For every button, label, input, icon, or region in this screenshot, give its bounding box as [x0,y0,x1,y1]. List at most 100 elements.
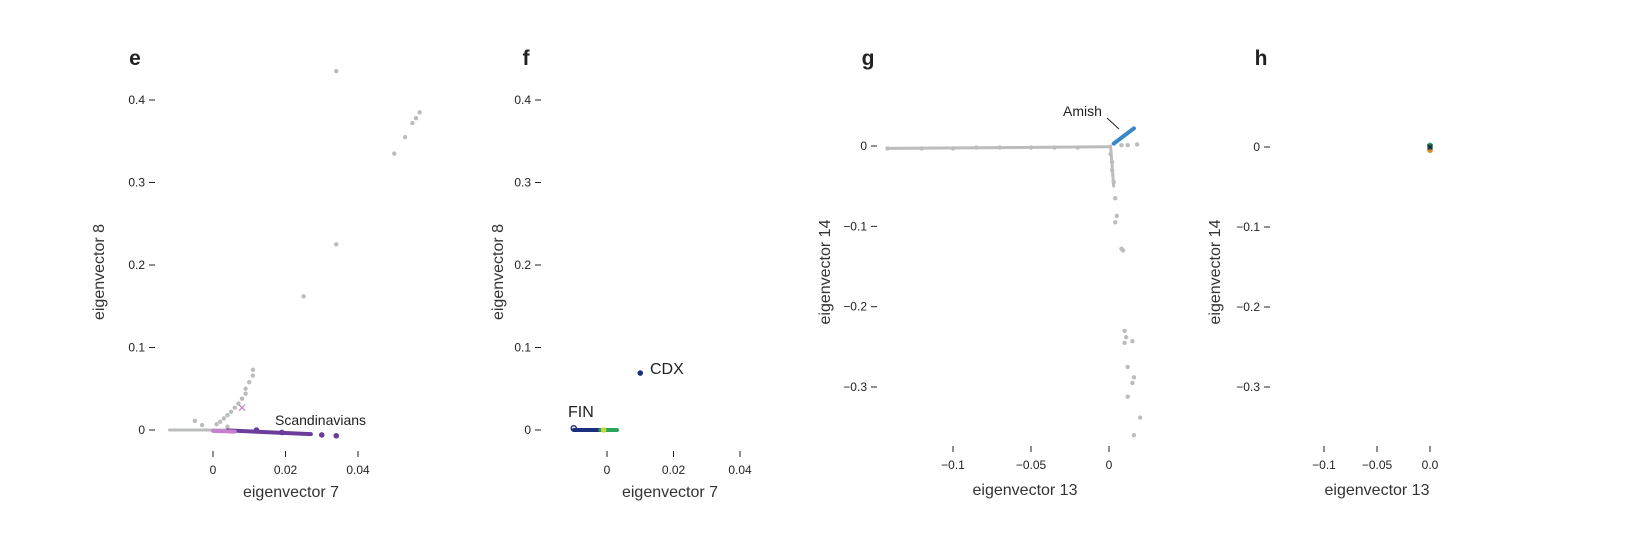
data-point [1130,380,1135,386]
y-tick-label: −0.1 [843,219,867,233]
x-axis-label: eigenvector 7 [243,484,339,501]
x-axis-label: eigenvector 7 [622,484,718,501]
y-tick-label: 0.1 [514,341,531,355]
y-tick-label: −0.3 [843,380,867,394]
data-point [974,145,979,150]
data-point [243,386,248,391]
data-point-cross [238,404,246,412]
data-point [1131,433,1137,438]
x-tick-label: 0 [1106,458,1113,472]
x-tick-label: 0.0 [1422,458,1439,472]
y-tick-label: 0.1 [128,341,145,355]
x-tick-label: −0.05 [1016,458,1047,472]
y-tick-label: −0.3 [1236,380,1260,394]
series-line [1111,126,1136,146]
x-tick-label: 0 [210,463,217,477]
y-tick-label: 0.2 [128,258,145,272]
y-tick-label: 0 [1253,140,1260,154]
data-point [192,418,198,424]
data-point [1131,375,1137,380]
data-point [243,391,248,396]
data-point [1119,142,1124,148]
series-line [211,428,237,434]
data-point [1138,415,1143,420]
data-point [253,427,260,433]
y-tick-label: −0.2 [843,300,867,314]
annotation-label: Scandinavians [275,412,366,428]
panel-letter: e [129,47,141,70]
data-point [1052,145,1057,150]
y-tick-label: 0.4 [514,93,531,107]
data-point [250,367,256,372]
data-point [1122,328,1127,333]
data-point [247,379,252,385]
cross-stroke [1427,144,1433,150]
y-tick-label: 0 [860,139,867,153]
y-tick-label: 0.2 [514,258,531,272]
annotation-leader [1106,117,1120,130]
data-point [214,422,219,427]
data-point [221,416,227,421]
data-point [413,115,419,121]
data-point [279,429,285,436]
data-point [318,432,325,438]
data-point [1125,394,1130,399]
data-point [1075,145,1081,150]
series-line [1109,144,1116,188]
y-tick-label: 0.4 [128,93,145,107]
data-point [301,294,306,299]
panel-letter: g [862,47,875,70]
x-axis-label: eigenvector 13 [1325,482,1430,499]
y-axis-label: eigenvector 8 [490,224,507,320]
x-tick-label: −0.1 [1312,458,1336,472]
data-point [637,370,644,376]
y-axis-label: eigenvector 14 [817,219,834,324]
y-tick-label: −0.1 [1236,220,1260,234]
data-point [218,419,223,424]
data-point [228,409,234,415]
data-point [225,424,230,429]
data-point [334,68,339,74]
data-point [225,412,230,418]
x-tick-label: 0.04 [346,463,370,477]
data-point [1122,340,1127,346]
panel-e: e 0 0.1 0.2 0.3 0.4 0 0.02 0.04 eigenvector 7 eige… [91,47,422,501]
data-point [250,373,256,378]
data-point [885,146,890,151]
data-point [997,145,1002,150]
data-point [1125,364,1130,370]
panel-f: f 0 0.1 0.2 0.3 0.4 0 0.02 0.04 eigenvector 7 eige… [490,47,752,501]
data-point [1125,142,1130,148]
x-axis-label: eigenvector 13 [973,482,1078,499]
data-point [1123,334,1129,340]
data-point [1134,142,1140,147]
y-tick-label: 0 [138,423,145,437]
data-point [232,405,237,410]
data-point [410,120,415,126]
x-tick-label: 0.04 [728,463,752,477]
data-point [334,242,339,247]
data-point [950,146,956,151]
annotation-label: FIN [568,404,594,421]
panel-letter: f [523,47,531,70]
data-point [1113,196,1118,201]
annotation-label: CDX [650,361,684,378]
y-tick-label: 0.3 [128,176,145,190]
data-point [1028,145,1034,150]
y-axis-label: eigenvector 14 [1207,219,1224,324]
annotation-label: Amish [1063,103,1102,119]
series-line [225,428,313,437]
panel-g: g 0 −0.1 −0.2 −0.3 −0.1 −0.05 0 eigenvector 13 ei… [817,47,1143,499]
x-tick-label: −0.1 [941,458,965,472]
panel-letter: h [1255,47,1268,70]
data-point [333,432,340,439]
panel-h: h 0 −0.1 −0.2 −0.3 −0.1 −0.05 0.0 eigenvector 13… [1207,47,1439,499]
data-point [392,151,397,156]
y-tick-label: −0.2 [1236,300,1260,314]
y-axis-label: eigenvector 8 [91,224,108,320]
data-point [600,427,607,433]
data-point [199,422,205,428]
data-point [402,134,408,140]
cross-stroke [238,404,246,412]
